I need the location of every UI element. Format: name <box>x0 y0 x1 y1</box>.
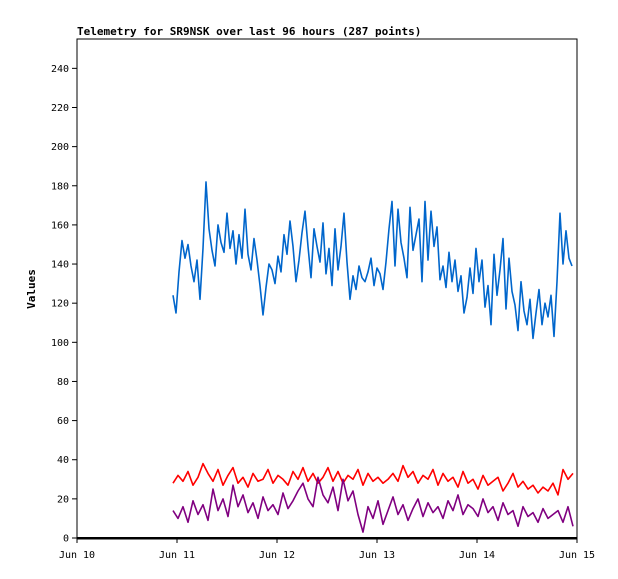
y-tick-label: 20 <box>57 494 69 505</box>
x-tick-label: Jun 10 <box>59 550 95 561</box>
x-tick-label: Jun 11 <box>159 550 195 561</box>
chart-title: Telemetry for SR9NSK over last 96 hours … <box>77 25 421 38</box>
x-tick-label: Jun 13 <box>359 550 395 561</box>
x-tick-label: Jun 15 <box>559 550 595 561</box>
x-tick-label: Jun 12 <box>259 550 295 561</box>
y-tick-label: 40 <box>57 455 69 466</box>
y-tick-label: 200 <box>51 142 69 153</box>
y-tick-label: 120 <box>51 299 69 310</box>
y-tick-label: 240 <box>51 64 69 75</box>
y-tick-label: 0 <box>63 534 69 545</box>
x-tick-label: Jun 14 <box>459 550 495 561</box>
y-tick-label: 160 <box>51 220 69 231</box>
x-axis: Jun 10 Jun 11 Jun 12 Jun 13 Jun 14 Jun 15 <box>59 538 595 561</box>
y-tick-label: 220 <box>51 103 69 114</box>
y-tick-label: 80 <box>57 377 69 388</box>
y-tick-label: 60 <box>57 416 69 427</box>
y-axis: 0 20 40 60 80 100 120 140 160 180 200 220 240 <box>51 64 77 545</box>
series-line-1 <box>172 181 573 340</box>
series-line-3 <box>172 476 574 533</box>
series-line-2 <box>172 462 574 496</box>
plot-frame <box>76 38 578 540</box>
y-tick-label: 140 <box>51 260 69 271</box>
series-group <box>172 181 574 533</box>
y-tick-label: 100 <box>51 338 69 349</box>
y-axis-label: Values <box>25 269 38 309</box>
y-tick-label: 180 <box>51 181 69 192</box>
